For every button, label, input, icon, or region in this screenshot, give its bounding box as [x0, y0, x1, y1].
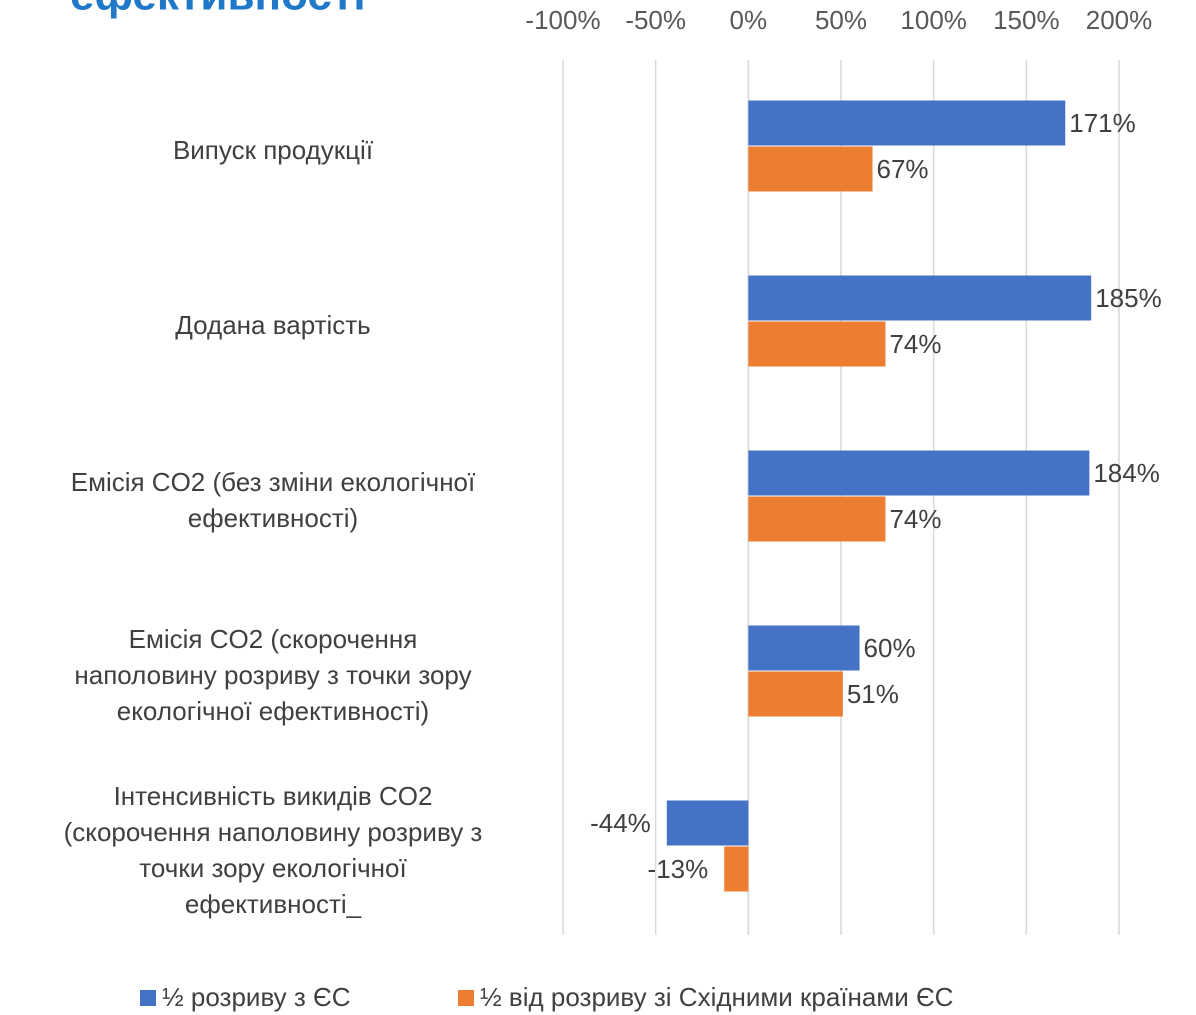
bar — [748, 496, 886, 542]
data-label: 60% — [864, 633, 916, 663]
bar — [748, 100, 1066, 146]
data-label: 74% — [889, 329, 941, 359]
x-tick-label: 150% — [993, 5, 1060, 35]
bar — [666, 800, 749, 846]
data-label: 184% — [1093, 458, 1160, 488]
legend-label: ½ розриву з ЄС — [162, 982, 351, 1012]
data-label: 67% — [877, 154, 929, 184]
y-tick-label: Інтенсивність викидів CO2 (скорочення на… — [63, 780, 483, 919]
data-label: -44% — [590, 808, 651, 838]
legend-label: ½ від розриву зі Східними країнами ЄС — [480, 982, 953, 1012]
x-tick-label: 200% — [1086, 5, 1153, 35]
legend-swatch — [458, 990, 474, 1006]
y-tick-label: Випуск продукції — [172, 134, 374, 165]
x-tick-label: 0% — [730, 5, 768, 35]
y-tick-label: Емісія CO2 (скорочення наполовину розрив… — [74, 623, 472, 726]
bar — [748, 450, 1090, 496]
x-tick-label: 100% — [900, 5, 967, 35]
bar — [748, 275, 1092, 321]
data-label: 185% — [1095, 283, 1162, 313]
bar — [724, 846, 749, 892]
bar — [748, 146, 873, 192]
chart-title: ефективності — [70, 0, 366, 20]
bar — [748, 321, 886, 367]
data-label: 171% — [1069, 108, 1136, 138]
x-tick-label: -50% — [625, 5, 686, 35]
bar — [748, 625, 860, 671]
data-label: -13% — [648, 854, 709, 884]
legend-swatch — [140, 990, 156, 1006]
data-label: 51% — [847, 679, 899, 709]
x-tick-label: 50% — [815, 5, 867, 35]
bar — [748, 671, 843, 717]
y-tick-label: Емісія CO2 (без зміни екологічної ефекти… — [70, 466, 476, 533]
data-label: 74% — [889, 504, 941, 534]
x-tick-label: -100% — [525, 5, 600, 35]
y-tick-label: Додана вартість — [175, 309, 371, 340]
